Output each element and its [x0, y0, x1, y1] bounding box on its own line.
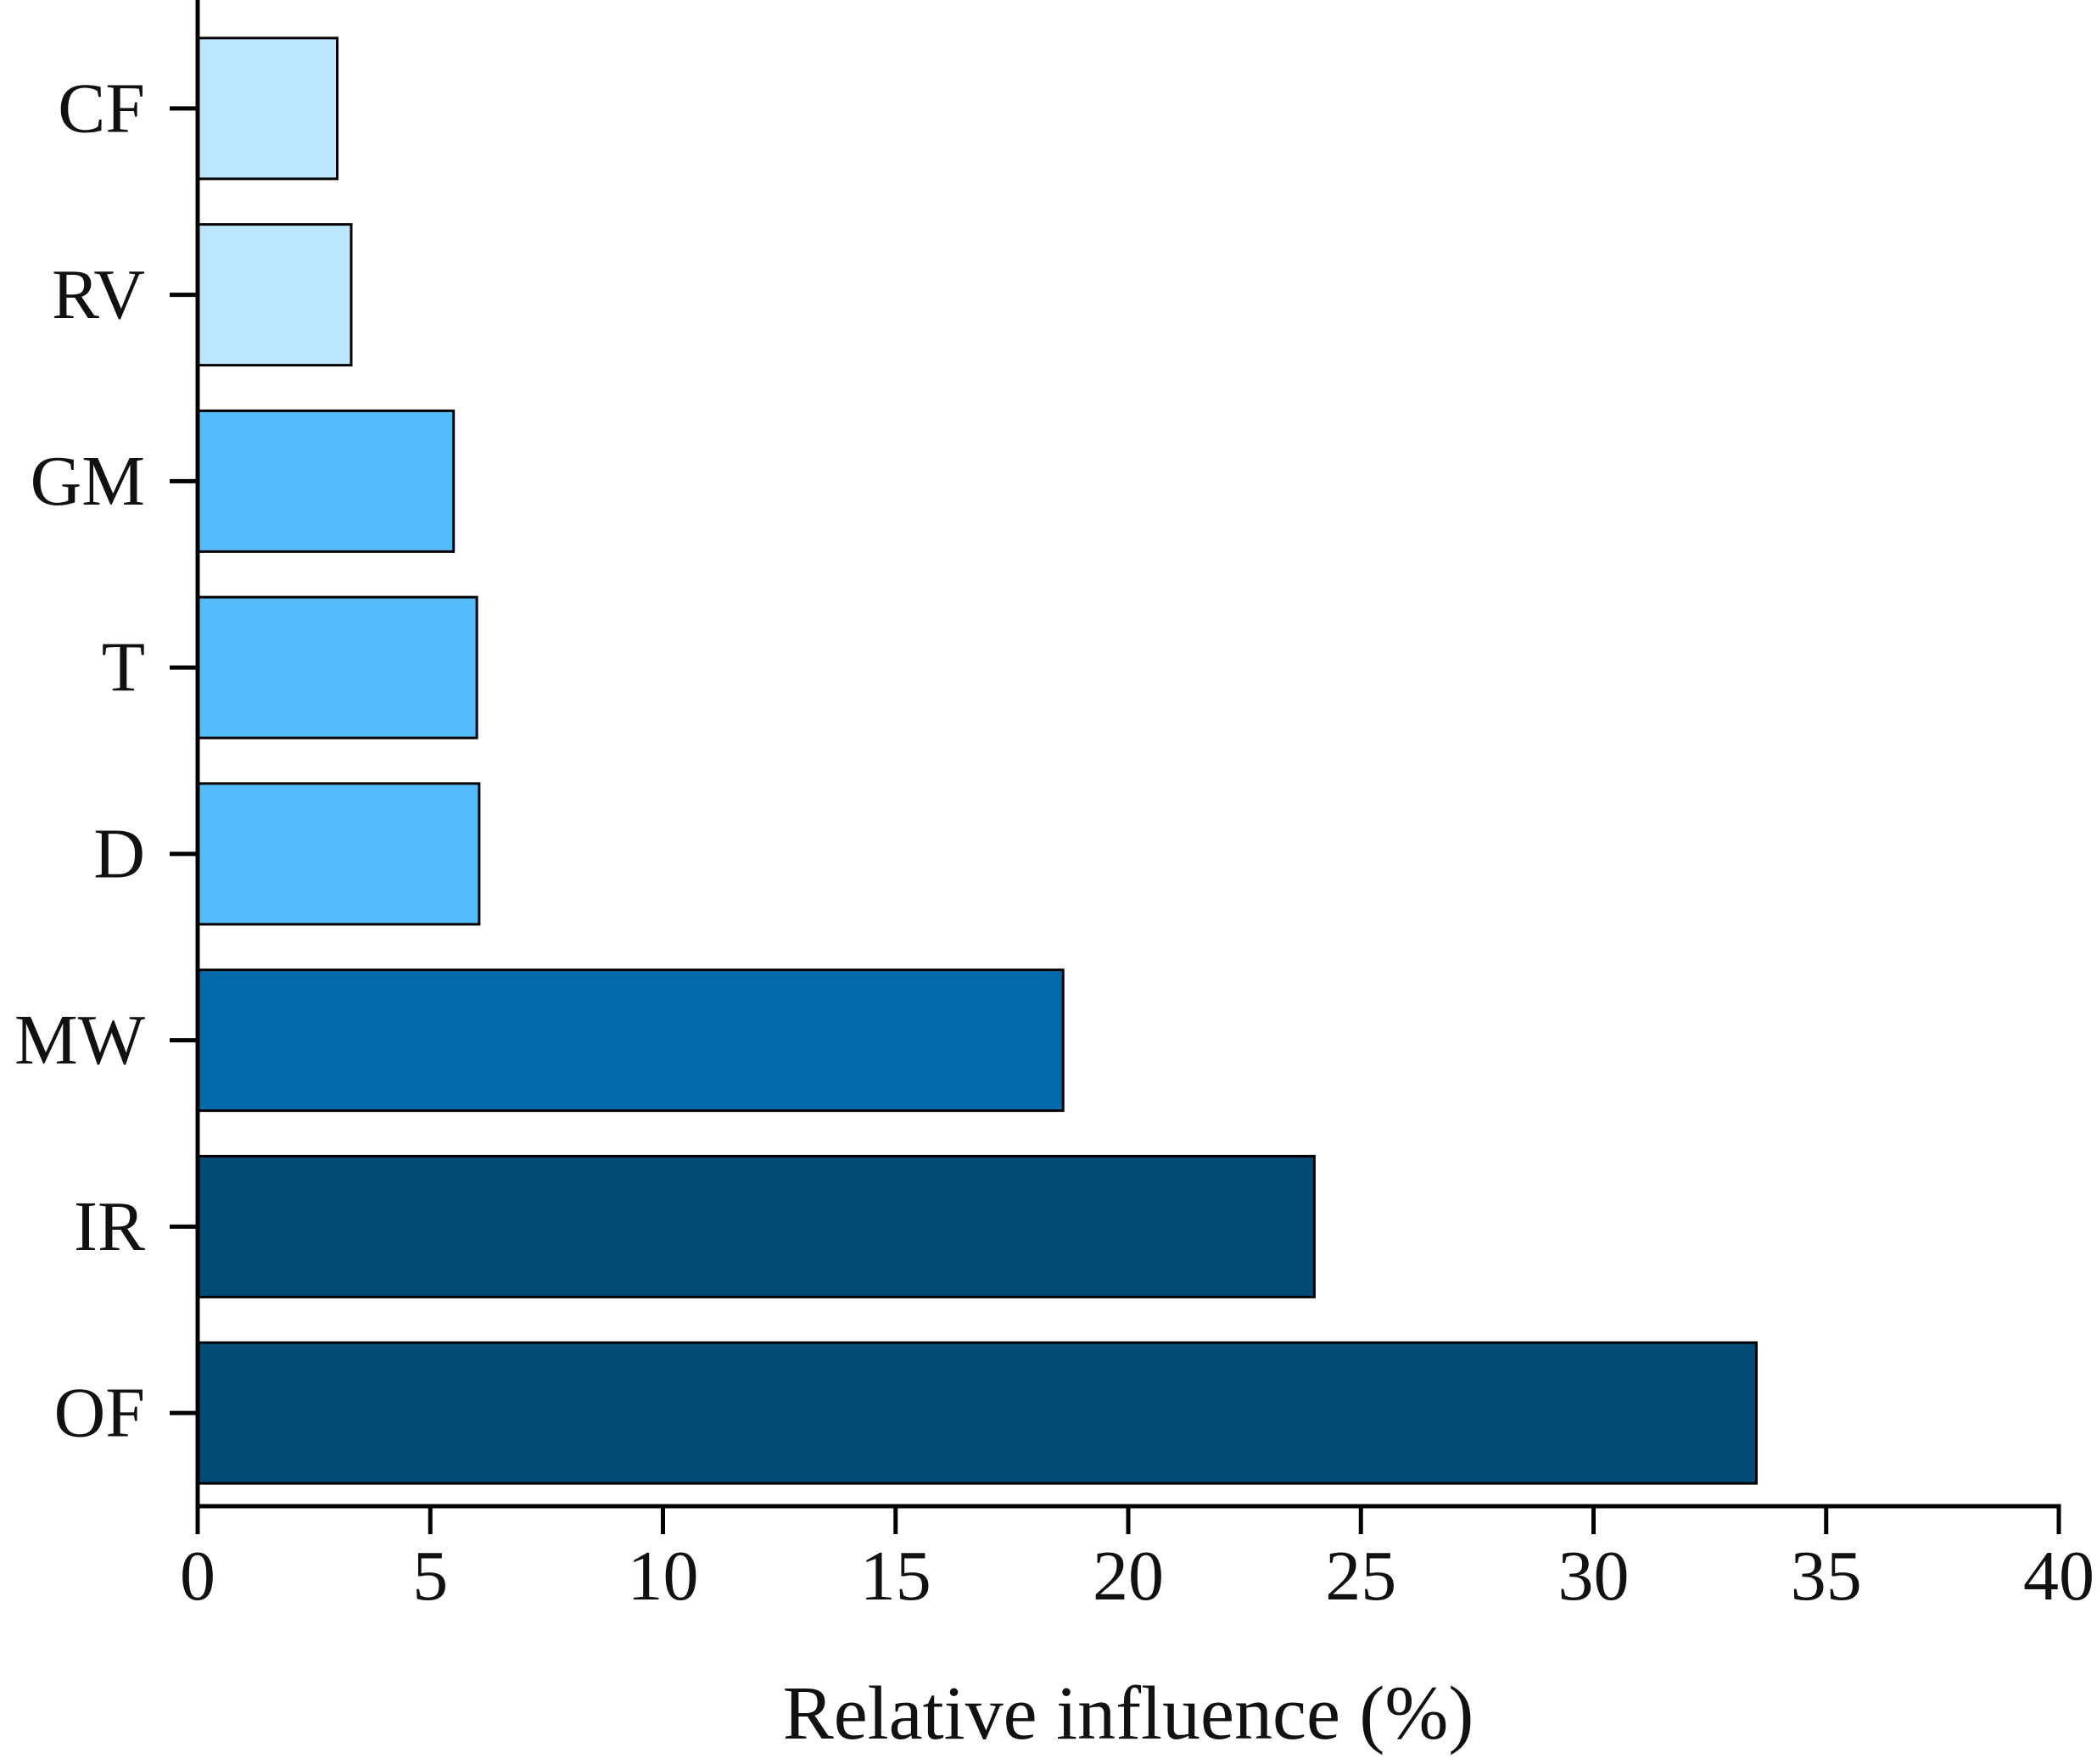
y-tick-label-rv: RV: [52, 255, 145, 334]
y-tick-label-t: T: [102, 628, 145, 707]
bar-t: [196, 595, 478, 740]
x-tick-label: 35: [1791, 1537, 1862, 1616]
y-ticks-group: CF RV GM T D MW IR OF: [14, 69, 198, 1453]
x-tick-label: 0: [180, 1537, 215, 1616]
y-tick-label-gm: GM: [31, 442, 145, 521]
bars-group: [196, 36, 1758, 1485]
bar-gm: [196, 409, 456, 553]
bar-d: [196, 782, 481, 926]
bar-mw: [196, 969, 1065, 1113]
bar-ir: [196, 1154, 1316, 1298]
x-tick-label: 15: [860, 1537, 931, 1616]
y-tick-label-ir: IR: [74, 1187, 145, 1266]
x-tick-label: 10: [628, 1537, 699, 1616]
bar-cf: [196, 36, 339, 181]
y-tick-label-mw: MW: [14, 1001, 146, 1080]
x-tick-label: 30: [1558, 1537, 1630, 1616]
x-tick-label: 25: [1325, 1537, 1396, 1616]
y-tick-label-cf: CF: [58, 69, 145, 148]
x-axis-title: Relative influence (%): [783, 1672, 1474, 1756]
y-tick-label-of: OF: [54, 1374, 145, 1453]
bar-rv: [196, 223, 353, 367]
bar-of: [196, 1341, 1758, 1485]
x-ticks-group: 0 5 10 15 20 25 30 35 40: [180, 1506, 2094, 1616]
x-tick-label: 20: [1093, 1537, 1164, 1616]
x-tick-label: 5: [412, 1537, 448, 1616]
x-tick-label: 40: [2023, 1537, 2094, 1616]
y-tick-label-d: D: [93, 814, 145, 893]
